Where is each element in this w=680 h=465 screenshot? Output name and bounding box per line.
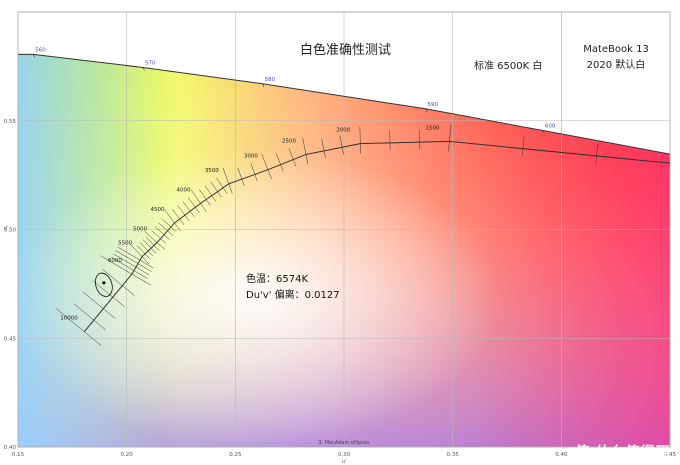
macadam-ellipse [94, 272, 113, 297]
chart-title: 白色准确性测试 [300, 43, 392, 58]
isotherm-tick [172, 209, 185, 225]
color-temperature-text: 色温：6574K [246, 274, 309, 285]
isotherm-tick [250, 163, 258, 182]
isotherm-tick [204, 185, 217, 202]
isotherm-tick [321, 139, 326, 158]
isotherm-tick [139, 242, 154, 257]
isotherm-tick [151, 230, 167, 244]
cct-label: 2500 [282, 138, 296, 144]
isotherm-tick [521, 136, 525, 156]
isotherm-tick [187, 197, 200, 214]
isotherm-tick [237, 167, 245, 186]
standard-white-label: 标准 6500K 白 [474, 61, 543, 72]
isotherm-tick [100, 255, 151, 286]
isotherm-tick [158, 222, 174, 236]
cct-label: 3000 [244, 154, 258, 160]
wavelength-label: 580 [265, 77, 276, 83]
x-tick-label: 0.40 [555, 452, 568, 458]
isotherm-tick [190, 189, 207, 212]
y-tick-label: 0.55 [4, 119, 17, 125]
wavelength-label: 590 [428, 102, 439, 108]
cct-label: 4500 [150, 207, 164, 213]
cct-label: 3500 [205, 168, 219, 174]
x-tick-label: 0.20 [121, 452, 134, 458]
isotherm-tick [113, 253, 150, 276]
isotherm-tick [177, 205, 190, 222]
isotherm-tick [56, 308, 102, 346]
isotherm-tick [145, 236, 160, 251]
x-tick-label: 0.25 [229, 452, 242, 458]
isotherm-tick [210, 181, 222, 198]
measurement-results: 色温：6574K Du'v' 偏离：0.0127 [246, 272, 340, 304]
x-tick-label: 0.35 [447, 452, 460, 458]
device-label-box: MateBook 13 2020 默认白 [562, 42, 670, 74]
isotherm-tick [73, 303, 106, 331]
device-model-label: MateBook 13 [583, 44, 649, 55]
isotherm-tick [359, 126, 361, 154]
isotherm-tick [275, 153, 284, 172]
isotherm-tick [102, 268, 135, 296]
spectral-tick [262, 83, 265, 87]
y-axis-label: v' [4, 226, 8, 232]
isotherm-tick [595, 143, 598, 164]
x-tick-label: 0.30 [338, 452, 351, 458]
isotherm-tick [339, 135, 344, 155]
spectral-tick [32, 54, 35, 58]
y-tick-label: 0.40 [4, 445, 17, 451]
cct-label: 10000 [60, 316, 78, 322]
spectral-tick [142, 67, 145, 71]
isotherm-tick [216, 177, 228, 194]
planckian-locus-line [83, 140, 670, 333]
y-tick-label: 0.50 [4, 228, 17, 234]
x-tick-label: 0.15 [12, 452, 25, 458]
cct-label: 1500 [425, 125, 439, 131]
spectral-tick [542, 130, 545, 134]
isotherm-tick [92, 280, 126, 308]
isotherm-tick [261, 153, 272, 180]
legend-text: 3. MacAdam ellipses [318, 440, 370, 446]
cct-label: 4000 [177, 187, 191, 193]
isotherm-tick [154, 226, 170, 240]
isotherm-tick [288, 148, 297, 167]
isotherm-tick [222, 167, 233, 194]
device-mode-label: 2020 默认白 [586, 60, 646, 71]
duv-deviation-text: Du'v' 偏离：0.0127 [246, 290, 340, 301]
isotherm-tick [182, 201, 195, 218]
wavelength-label: 600 [545, 124, 556, 130]
isotherm-tick [136, 244, 151, 260]
watermark-logo: 值 什么值得买 [574, 443, 670, 461]
cct-label: 6000 [108, 258, 122, 264]
isotherm-tick [83, 291, 116, 319]
spectral-tick [425, 108, 428, 112]
cct-label: 2000 [336, 128, 350, 134]
isotherm-tick [161, 218, 177, 232]
cct-label: 5000 [133, 227, 147, 233]
isotherm-tick [448, 124, 452, 152]
isotherm-tick [115, 250, 152, 272]
isotherm-tick [117, 246, 154, 269]
measured-point [102, 281, 106, 285]
isotherm-tick [130, 244, 150, 265]
isotherm-tick [111, 257, 148, 279]
isotherm-tick [302, 137, 309, 165]
isotherm-tick [164, 209, 181, 232]
wavelength-label: 570 [145, 60, 156, 66]
isotherm-tick [142, 239, 157, 254]
x-tick-label: 0.45 [664, 452, 677, 458]
isotherm-tick [199, 189, 211, 206]
y-tick-label: 0.45 [4, 336, 17, 342]
x-axis-label: u' [342, 459, 347, 465]
isotherm-tick [144, 231, 165, 250]
wavelength-label: 560 [35, 47, 46, 53]
cct-label: 5500 [118, 241, 132, 247]
